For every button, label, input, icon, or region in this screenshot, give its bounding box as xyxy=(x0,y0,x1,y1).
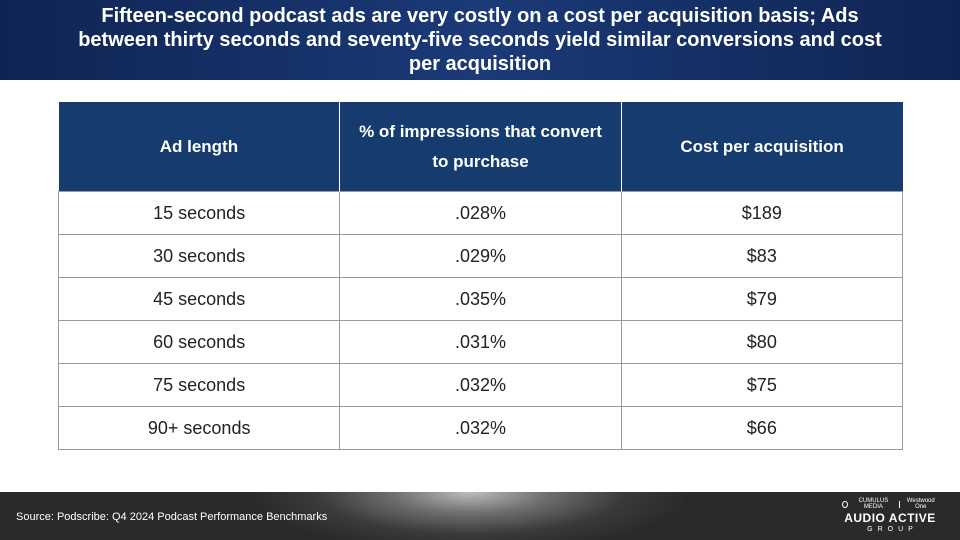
logo-brand-right: Westwood One xyxy=(906,498,935,510)
logo-brand-left: CUMULUS MEDIA xyxy=(858,498,889,510)
cell-ad-length: 60 seconds xyxy=(57,320,341,364)
table-row: 75 seconds .032% $75 xyxy=(57,363,904,407)
audio-active-group-logo: CUMULUS MEDIA Westwood One AUDIO ACTIVE … xyxy=(842,498,938,534)
cell-conversion: .028% xyxy=(339,191,622,235)
cell-ad-length: 45 seconds xyxy=(57,277,341,321)
slide-title: Fifteen-second podcast ads are very cost… xyxy=(78,5,882,75)
logo-brand-line: CUMULUS MEDIA Westwood One xyxy=(842,498,938,510)
cell-ad-length: 30 seconds xyxy=(57,234,341,278)
cell-cost: $66 xyxy=(620,406,904,450)
cell-ad-length: 90+ seconds xyxy=(57,406,341,450)
logo-divider xyxy=(898,500,900,508)
table-row: 15 seconds .028% $189 xyxy=(57,191,904,235)
cell-conversion: .035% xyxy=(339,277,622,321)
cell-cost: $79 xyxy=(620,277,904,321)
cell-conversion: .032% xyxy=(339,363,622,407)
column-header-ad-length: Ad length xyxy=(58,102,341,192)
slide-footer: Source: Podscribe: Q4 2024 Podcast Perfo… xyxy=(0,492,960,540)
cell-conversion: .031% xyxy=(339,320,622,364)
table-row: 90+ seconds .032% $66 xyxy=(57,406,904,450)
column-header-conversion: % of impressions that convert to purchas… xyxy=(339,102,622,192)
logo-main-text: AUDIO ACTIVE xyxy=(844,511,936,525)
source-note: Source: Podscribe: Q4 2024 Podcast Perfo… xyxy=(16,511,328,523)
cumulus-ring-icon xyxy=(842,500,849,508)
cell-cost: $75 xyxy=(620,363,904,407)
data-table-container: Ad length % of impressions that convert … xyxy=(57,102,904,450)
cell-conversion: .032% xyxy=(339,406,622,450)
cell-ad-length: 15 seconds xyxy=(57,191,341,235)
column-header-cost-per-acquisition: Cost per acquisition xyxy=(621,102,903,192)
table-row: 30 seconds .029% $83 xyxy=(57,234,904,278)
cell-cost: $80 xyxy=(620,320,904,364)
ad-length-table: Ad length % of impressions that convert … xyxy=(57,102,904,450)
table-header-row: Ad length % of impressions that convert … xyxy=(58,102,903,192)
table-row: 45 seconds .035% $79 xyxy=(57,277,904,321)
slide-header: Fifteen-second podcast ads are very cost… xyxy=(0,0,960,80)
cell-conversion: .029% xyxy=(339,234,622,278)
cell-cost: $83 xyxy=(620,234,904,278)
logo-sub-text: GROUP xyxy=(867,526,918,533)
cell-cost: $189 xyxy=(620,191,904,235)
cell-ad-length: 75 seconds xyxy=(57,363,341,407)
table-row: 60 seconds .031% $80 xyxy=(57,320,904,364)
